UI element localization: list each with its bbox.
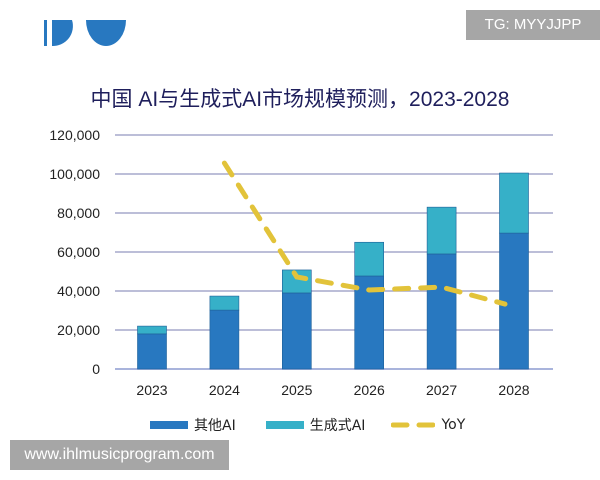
legend-label-yoy: YoY — [441, 417, 466, 433]
bar-genai — [499, 172, 529, 234]
bar-other-ai — [281, 292, 312, 370]
bar-genai — [426, 206, 457, 255]
x-tick-label: 2028 — [498, 382, 529, 398]
bar-other-ai — [137, 333, 167, 370]
legend-swatch-yoy — [391, 422, 436, 428]
watermark-tg: TG: MYYJJPP — [466, 10, 600, 40]
chart-title: 中国 AI与生成式AI市场规模预测，2023-2028 — [90, 88, 510, 111]
y-tick-label: 60,000 — [57, 244, 100, 260]
bar-other-ai — [426, 253, 457, 370]
watermark-site: www.ihlmusicprogram.com — [10, 440, 229, 470]
y-tick-label: 20,000 — [57, 322, 100, 338]
x-tick-label: 2025 — [281, 382, 312, 398]
bar-other-ai — [209, 309, 240, 370]
y-tick-label: 80,000 — [57, 205, 100, 221]
x-tick-label: 2024 — [209, 382, 240, 398]
legend-swatch-other-ai — [150, 421, 188, 429]
y-tick-label: 0 — [92, 361, 100, 377]
legend: 其他AI 生成式AI YoY — [150, 415, 465, 435]
bar-genai — [354, 241, 385, 277]
logo — [36, 20, 136, 48]
x-tick-label: 2027 — [426, 382, 457, 398]
x-tick-label: 2026 — [354, 382, 385, 398]
bar-genai — [209, 295, 240, 311]
bar-other-ai — [499, 232, 529, 370]
legend-label-other-ai: 其他AI — [194, 418, 236, 434]
y-tick-label: 120,000 — [49, 127, 100, 143]
bar-genai — [281, 269, 312, 294]
y-tick-label: 100,000 — [49, 166, 100, 182]
legend-label-genai: 生成式AI — [309, 418, 366, 434]
yoy-line — [221, 160, 508, 307]
x-tick-label: 2023 — [136, 382, 167, 398]
bar-genai — [137, 325, 167, 335]
y-tick-label: 40,000 — [57, 283, 100, 299]
legend-swatch-genai — [265, 421, 304, 429]
